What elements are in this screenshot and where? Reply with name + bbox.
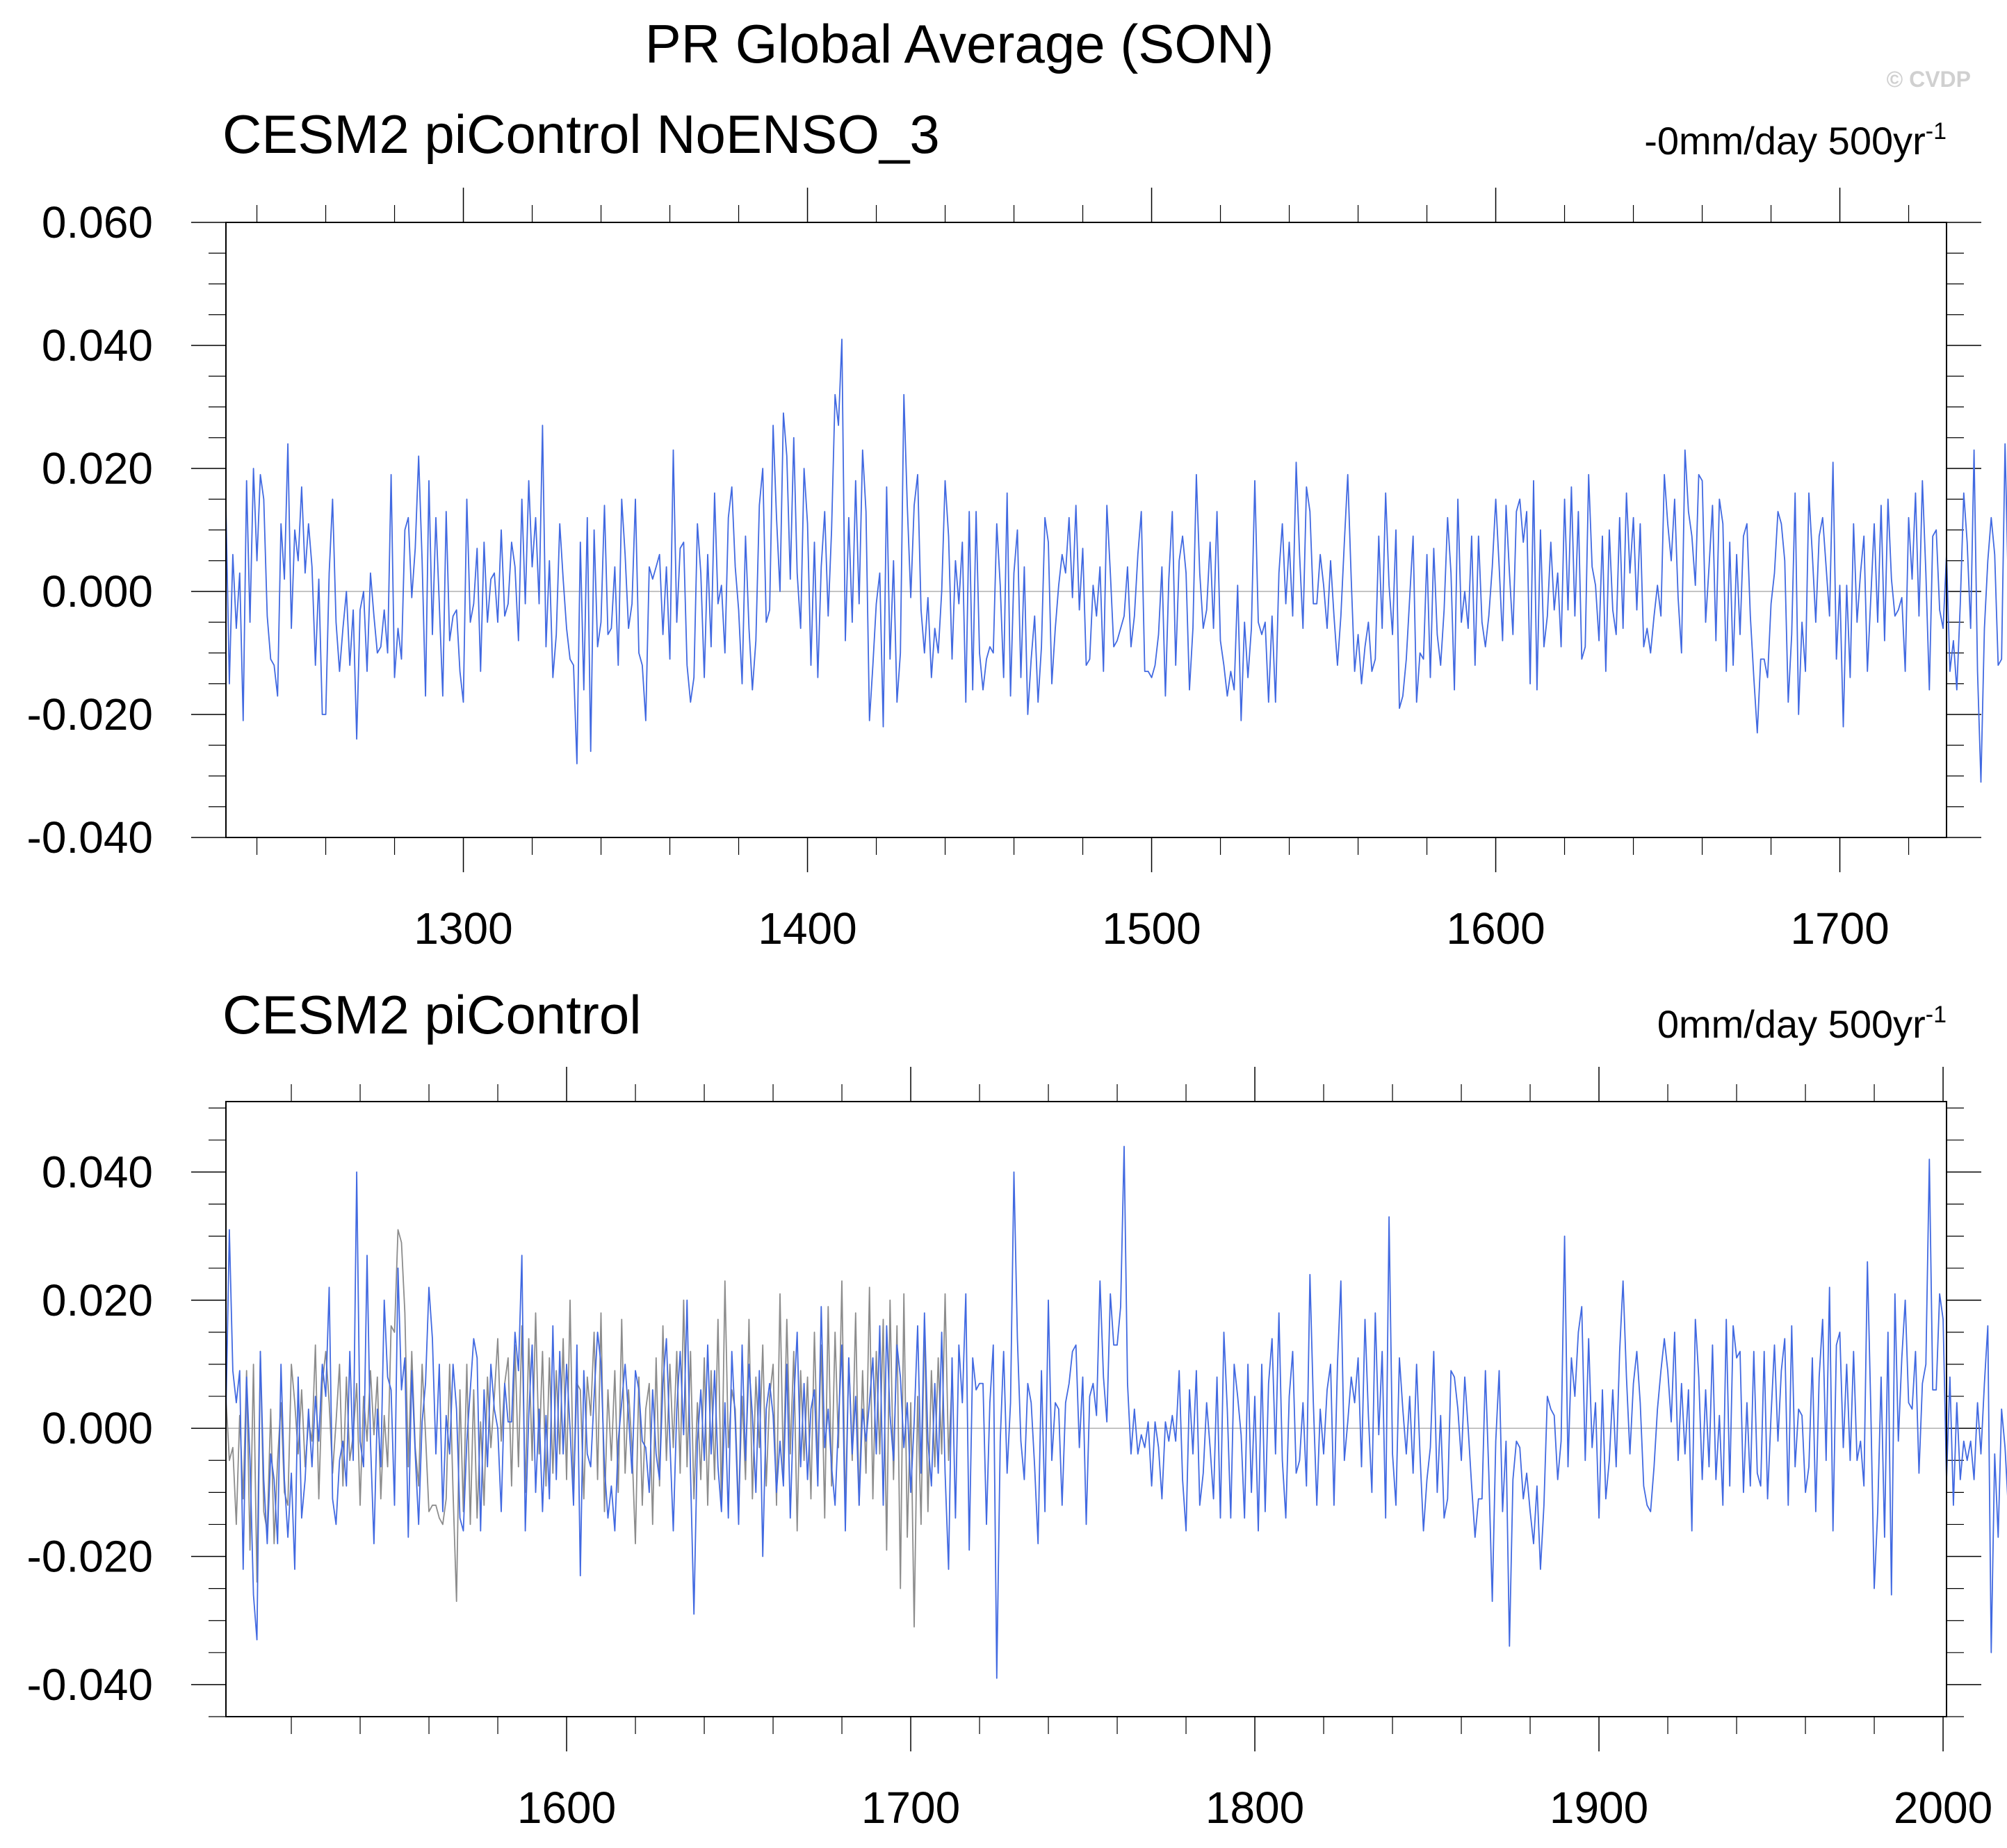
top-panel-trend-value: -0mm/day 500yr <box>1644 119 1926 163</box>
bottom-panel-trend-value: 0mm/day 500yr <box>1657 1002 1926 1046</box>
top-panel-series-line <box>225 338 2007 783</box>
bottom-panel: CESM2 piControl 0mm/day 500yr-1 -0.040 -0… <box>27 984 2007 1833</box>
top-panel-ytick-label: 0.000 <box>42 566 153 616</box>
top-panel-xtick-label: 1700 <box>1790 903 1889 954</box>
top-panel-xtick-label: 1400 <box>758 903 856 954</box>
bottom-panel-ytick-label: 0.000 <box>42 1403 153 1453</box>
top-panel-title: CESM2 piControl NoENSO_3 <box>222 104 940 165</box>
bottom-panel-title: CESM2 piControl <box>222 984 642 1045</box>
top-panel-ytick-label: -0.040 <box>27 812 153 862</box>
copyright-label: © CVDP <box>1887 67 1971 92</box>
bottom-panel-series-line <box>225 1145 2007 1679</box>
top-panel-frame <box>225 222 1947 838</box>
bottom-panel-xtick-label: 1700 <box>861 1783 960 1833</box>
bottom-panel-frame <box>225 1101 1947 1717</box>
top-panel-trend: -0mm/day 500yr-1 <box>1644 118 1947 163</box>
top-panel-xtick-label: 1600 <box>1446 903 1545 954</box>
bottom-panel-xtick-label: 1900 <box>1550 1783 1648 1833</box>
bottom-panel-ytick-label: 0.020 <box>42 1275 153 1325</box>
figure-title: PR Global Average (SON) <box>645 13 1274 74</box>
top-panel-ytick-label: 0.040 <box>42 320 153 370</box>
top-panel-xtick-label: 1300 <box>414 903 512 954</box>
bottom-panel-xtick-label: 1800 <box>1205 1783 1304 1833</box>
top-panel: CESM2 piControl NoENSO_3 -0mm/day 500yr-… <box>27 104 2007 954</box>
top-panel-trend-exponent: -1 <box>1926 118 1947 145</box>
bottom-panel-ytick-label: -0.040 <box>27 1660 153 1710</box>
top-panel-ytick-label: -0.020 <box>27 689 153 739</box>
bottom-panel-xtick-label: 2000 <box>1894 1783 1992 1833</box>
bottom-panel-xtick-label: 1600 <box>517 1783 616 1833</box>
bottom-panel-trend-exponent: -1 <box>1926 1001 1947 1028</box>
top-panel-ytick-label: 0.060 <box>42 197 153 247</box>
bottom-panel-trend: 0mm/day 500yr-1 <box>1657 1001 1947 1046</box>
top-panel-ytick-label: 0.020 <box>42 443 153 493</box>
top-panel-xtick-label: 1500 <box>1102 903 1201 954</box>
bottom-panel-ytick-label: -0.020 <box>27 1532 153 1582</box>
bottom-panel-ytick-label: 0.040 <box>42 1147 153 1197</box>
